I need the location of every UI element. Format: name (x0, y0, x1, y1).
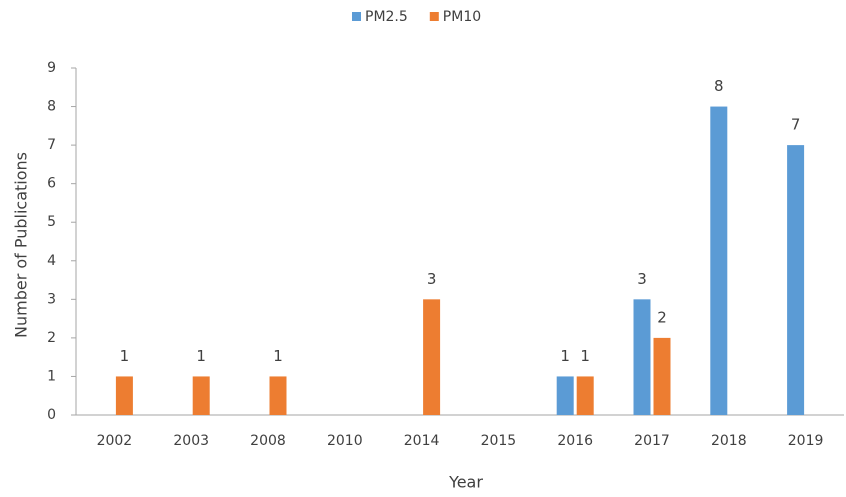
x-tick-label: 2018 (711, 433, 747, 449)
x-tick-label: 2015 (481, 433, 517, 449)
y-tick-label: 4 (47, 253, 56, 269)
y-tick-label: 1 (47, 368, 56, 384)
y-tick-label: 6 (47, 176, 56, 192)
data-label: 1 (580, 347, 590, 365)
bar (787, 145, 805, 415)
bar (653, 337, 671, 415)
y-tick-label: 3 (47, 291, 56, 307)
y-tick-label: 2 (47, 330, 56, 346)
x-tick-label: 2017 (634, 433, 670, 449)
bar (710, 106, 728, 416)
data-label: 2 (657, 308, 667, 326)
bar (556, 376, 574, 415)
data-label: 8 (714, 77, 724, 95)
bar (633, 299, 651, 415)
data-label: 3 (427, 270, 437, 288)
x-axis-title: Year (448, 473, 483, 492)
y-tick-label: 7 (47, 137, 56, 153)
y-tick-label: 9 (47, 60, 56, 76)
legend-swatch (429, 12, 439, 21)
bar (115, 376, 133, 415)
data-label: 1 (560, 347, 570, 365)
x-tick-label: 2010 (327, 433, 363, 449)
data-label: 7 (791, 116, 801, 134)
data-label: 1 (120, 347, 130, 365)
x-tick-label: 2016 (557, 433, 593, 449)
y-axis-title: Number of Publications (12, 152, 31, 338)
bar (576, 376, 594, 415)
legend-label: PM2.5 (365, 9, 408, 25)
x-tick-label: 2003 (173, 433, 209, 449)
data-label: 1 (196, 347, 206, 365)
legend-label: PM10 (443, 9, 481, 25)
y-tick-label: 5 (47, 214, 56, 230)
x-tick-label: 2019 (788, 433, 824, 449)
data-label: 3 (637, 270, 647, 288)
y-tick-label: 0 (47, 407, 56, 423)
x-tick-label: 2002 (97, 433, 133, 449)
x-tick-label: 2014 (404, 433, 440, 449)
bar (192, 376, 210, 415)
data-label: 1 (273, 347, 283, 365)
bar (423, 299, 441, 415)
y-tick-label: 8 (47, 99, 56, 115)
legend-swatch (352, 12, 361, 21)
bar (269, 376, 287, 415)
x-tick-label: 2008 (250, 433, 286, 449)
